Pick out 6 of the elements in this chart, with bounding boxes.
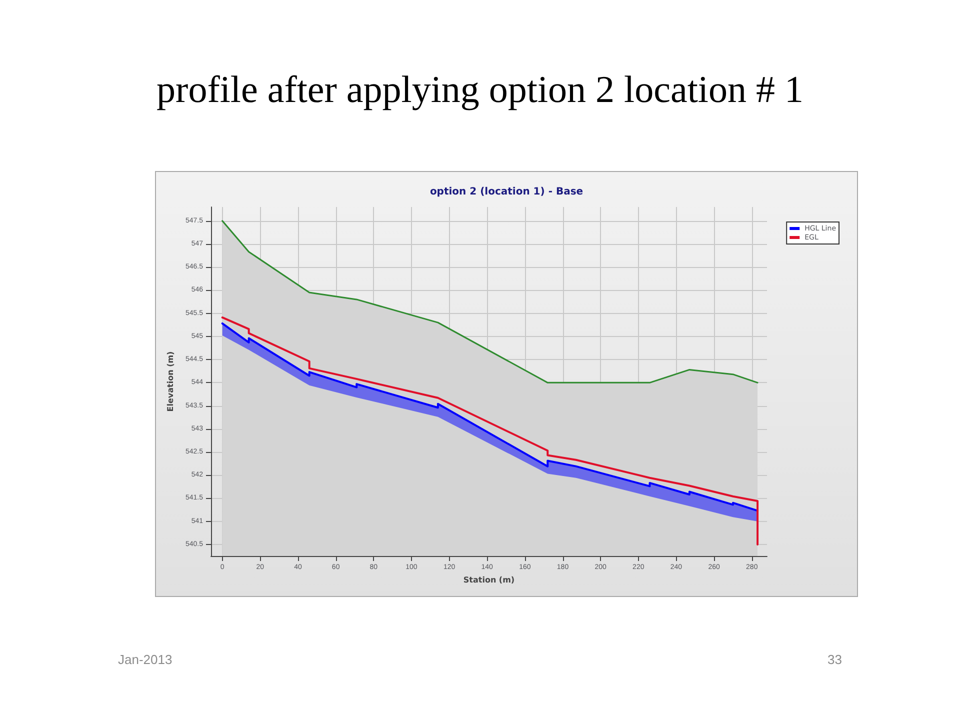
chart-title: profile after applying option 2 location # 1 [156, 68, 804, 112]
text: Jan-2013 [118, 652, 172, 667]
text: 33 [828, 652, 842, 667]
x-axis-title: Station (m) [463, 575, 515, 584]
chart-subtitle: option 2 (location 1) - Base [430, 186, 584, 198]
y-axis-title: Elevation (m) [166, 351, 176, 412]
